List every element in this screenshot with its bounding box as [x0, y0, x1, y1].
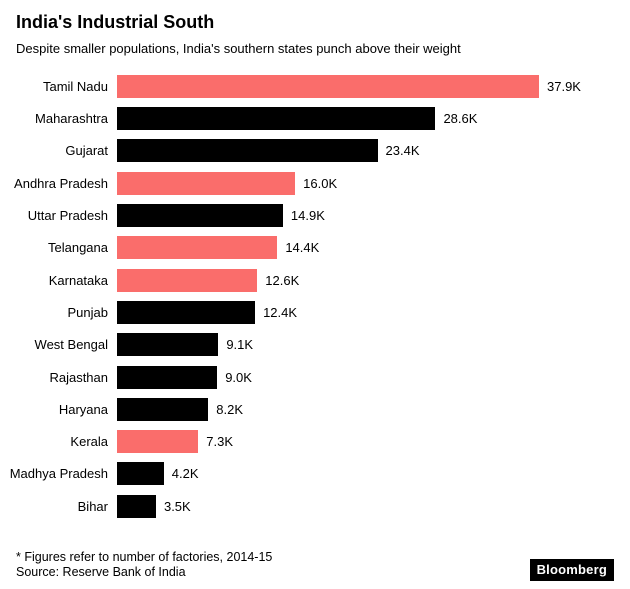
bloomberg-logo: Bloomberg [529, 559, 614, 581]
chart-footer: * Figures refer to number of factories, … [16, 550, 614, 581]
bar-track: 14.9K [117, 204, 539, 228]
bar-track: 28.6K [117, 107, 539, 131]
bar-track: 9.1K [117, 333, 539, 357]
bar-category-label: Rajasthan [49, 369, 108, 385]
bar-track: 16.0K [117, 171, 539, 195]
bar-category-label: Kerala [70, 434, 108, 450]
bar-row: Gujarat 23.4K [0, 135, 630, 167]
bar [117, 204, 283, 228]
bar [117, 430, 199, 454]
bar-track: 14.4K [117, 236, 539, 260]
bar-category-label: Bihar [77, 498, 108, 514]
bar-value-label: 9.1K [226, 337, 254, 353]
bar-track: 12.6K [117, 268, 539, 292]
bar-row: Punjab 12.4K [0, 296, 630, 328]
bar-value-label: 16.0K [303, 175, 338, 191]
bar [117, 74, 539, 98]
bar-track: 12.4K [117, 300, 539, 324]
bar-track: 7.3K [117, 430, 539, 454]
chart-source: Source: Reserve Bank of India [16, 565, 186, 580]
bar-value-label: 12.4K [263, 304, 298, 320]
bar-track: 9.0K [117, 365, 539, 389]
bar-category-label: Madhya Pradesh [9, 466, 108, 482]
bar-row: Andhra Pradesh 16.0K [0, 167, 630, 199]
bar-value-label: 37.9K [547, 78, 581, 94]
chart-header: India's Industrial South Despite smaller… [0, 0, 630, 56]
bar-category-label: Gujarat [65, 143, 108, 159]
bar-chart: Tamil Nadu 37.9K Maharashtra 28.6K Gujarat 23… [0, 66, 630, 522]
bar-category-label: Maharashtra [35, 111, 108, 127]
bar [117, 333, 219, 357]
bar-value-label: 3.5K [163, 498, 191, 514]
bar-category-label: Telangana [48, 240, 108, 256]
bar-row: Rajasthan 9.0K [0, 361, 630, 393]
bar-value-label: 9.0K [225, 369, 252, 385]
bar-track: 4.2K [117, 462, 539, 486]
bar [117, 139, 378, 163]
bar-category-label: Tamil Nadu [42, 78, 108, 94]
bar-value-label: 14.4K [285, 240, 320, 256]
bar-value-label: 12.6K [265, 272, 300, 288]
bar [117, 397, 209, 421]
bar-track: 37.9K [117, 74, 581, 98]
bar [117, 365, 218, 389]
bar-row: Karnataka 12.6K [0, 264, 630, 296]
bar-track: 8.2K [117, 397, 539, 421]
bar [117, 171, 296, 195]
bar-category-label: Punjab [67, 304, 108, 320]
bar-row: Haryana 8.2K [0, 393, 630, 425]
bar-row: Tamil Nadu 37.9K [0, 70, 630, 102]
bar [117, 494, 156, 518]
bar-value-label: 23.4K [385, 143, 420, 159]
bar-category-label: West Bengal [34, 337, 108, 353]
bar-category-label: Karnataka [48, 272, 108, 288]
bar-value-label: 7.3K [206, 434, 234, 450]
bar-row: Bihar 3.5K [0, 490, 630, 522]
bar-category-label: Uttar Pradesh [27, 208, 108, 224]
bar-row: West Bengal 9.1K [0, 329, 630, 361]
bar [117, 107, 436, 131]
bar-row: Kerala 7.3K [0, 425, 630, 457]
bar-row: Telangana 14.4K [0, 232, 630, 264]
bar [117, 268, 258, 292]
bar-track: 3.5K [117, 494, 539, 518]
chart-title: India's Industrial South [16, 12, 215, 32]
bar-category-label: Haryana [58, 401, 108, 417]
bar-row: Madhya Pradesh 4.2K [0, 458, 630, 490]
chart-subtitle: Despite smaller populations, India's sou… [16, 40, 461, 56]
bar-value-label: 14.9K [290, 208, 325, 224]
bar-value-label: 4.2K [171, 466, 199, 482]
bar-value-label: 28.6K [443, 111, 478, 127]
bar-row: Uttar Pradesh 14.9K [0, 199, 630, 231]
bar [117, 462, 164, 486]
bar [117, 300, 256, 324]
bar-value-label: 8.2K [216, 401, 244, 417]
bar [117, 236, 278, 260]
bar-category-label: Andhra Pradesh [14, 175, 108, 191]
chart-footnote: * Figures refer to number of factories, … [16, 549, 273, 564]
bar-track: 23.4K [117, 139, 539, 163]
bar-row: Maharashtra 28.6K [0, 102, 630, 134]
